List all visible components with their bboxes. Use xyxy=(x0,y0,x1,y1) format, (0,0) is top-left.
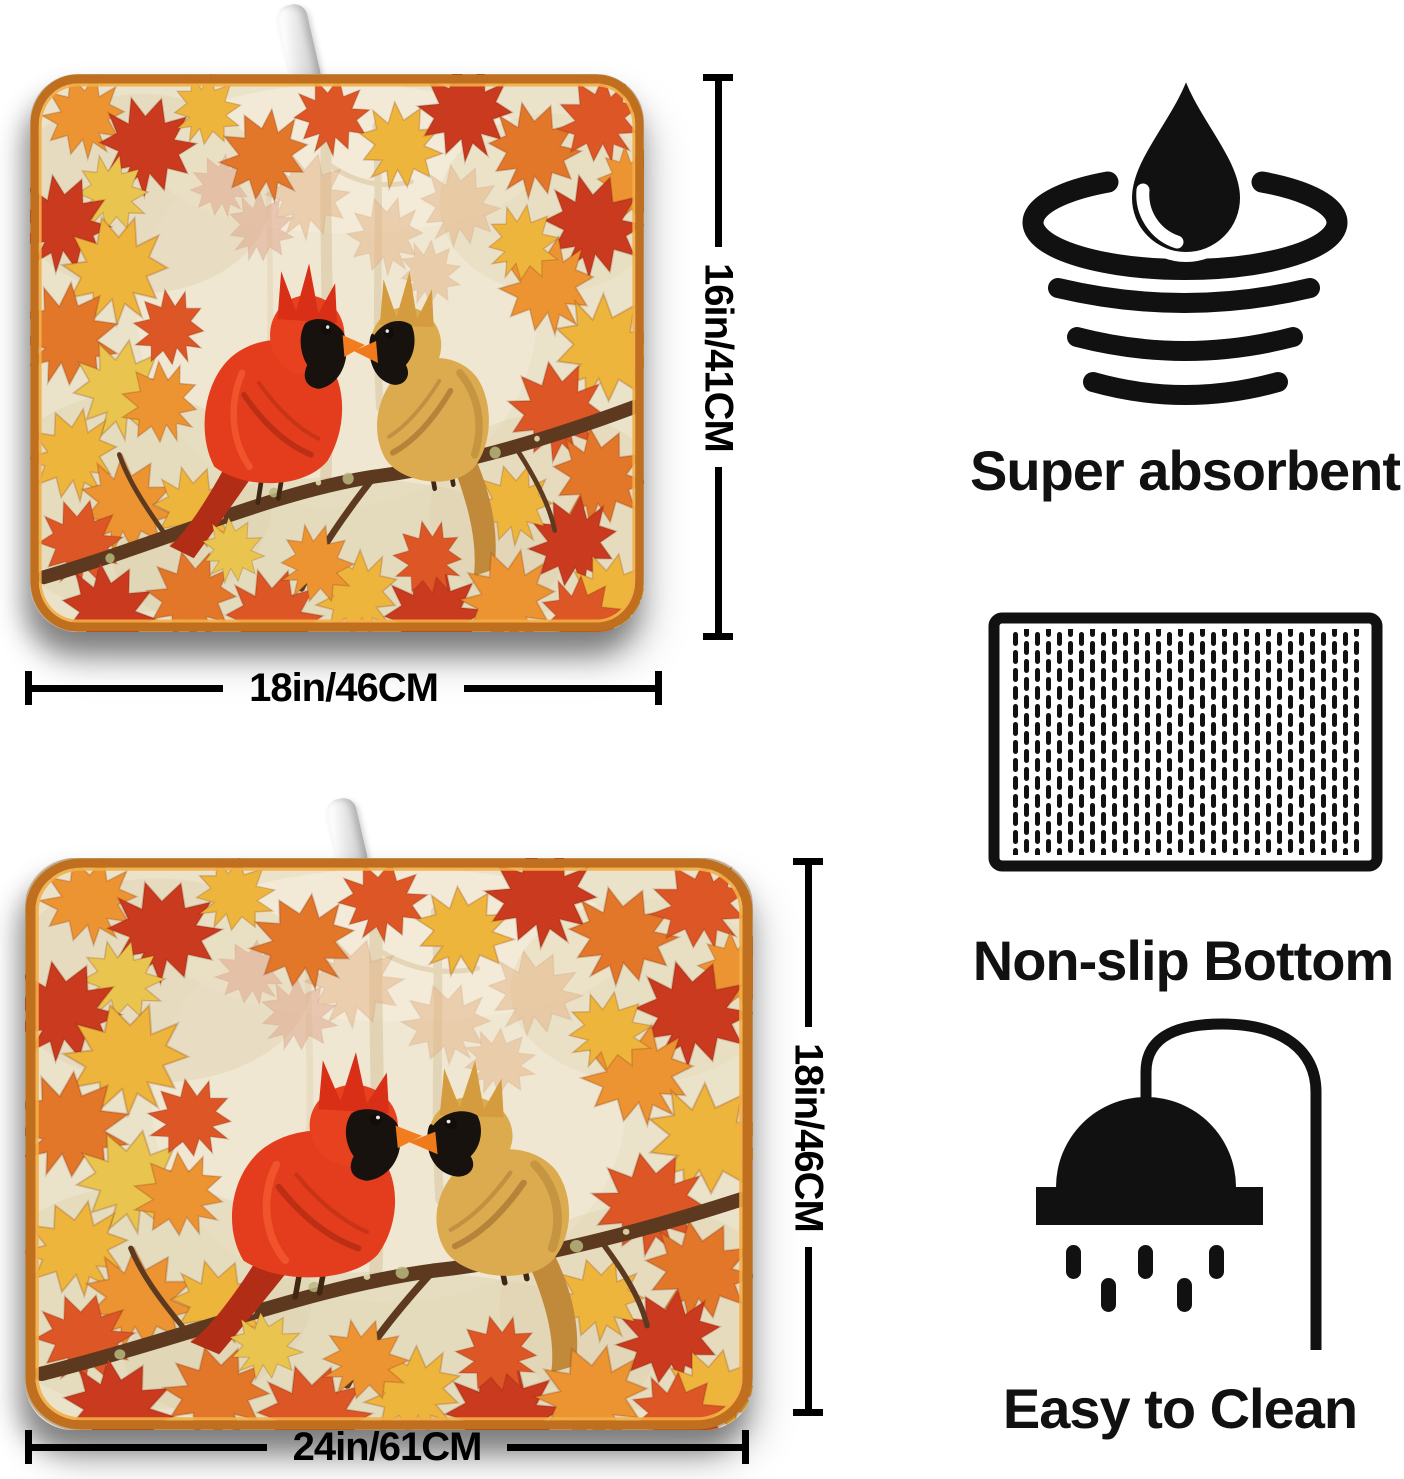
cardinal-autumn-artwork xyxy=(30,74,644,632)
dimension-line xyxy=(804,865,812,1027)
dimension-line xyxy=(32,1443,267,1451)
dimension-line xyxy=(32,684,224,692)
width-dimension-top-mat: 18in/46CM xyxy=(25,666,663,710)
dimension-line xyxy=(714,467,722,634)
dimension-cap xyxy=(703,74,733,81)
cardinal-autumn-artwork xyxy=(25,858,753,1430)
dimension-cap xyxy=(793,858,823,865)
width-dimension-label-bottom-mat: 24in/61CM xyxy=(292,1424,483,1469)
dimension-line xyxy=(714,81,722,247)
height-dimension-bottom-mat: 18in/46CM xyxy=(787,858,831,1417)
dish-drying-mat-photo-top xyxy=(30,74,644,632)
shower-head-icon xyxy=(1036,1018,1322,1350)
height-dimension-label-bottom-mat: 18in/46CM xyxy=(786,1042,831,1232)
dimension-cap xyxy=(742,1430,750,1464)
feature-label-non-slip: Non-slip Bottom xyxy=(972,929,1394,992)
height-dimension-label-top-mat: 16in/41CM xyxy=(696,262,741,452)
dimension-line xyxy=(804,1247,812,1410)
feature-label-easy-to-clean: Easy to Clean xyxy=(1002,1377,1358,1440)
water-drop-ripple-icon xyxy=(1022,52,1348,405)
dish-drying-mat-photo-bottom xyxy=(25,858,753,1430)
height-dimension-top-mat: 16in/41CM xyxy=(697,74,741,641)
dimension-cap xyxy=(655,671,663,705)
dimension-cap xyxy=(703,633,733,641)
width-dimension-label-top-mat: 18in/46CM xyxy=(249,665,439,710)
width-dimension-bottom-mat: 24in/61CM xyxy=(25,1425,750,1469)
feature-label-super-absorbent: Super absorbent xyxy=(970,439,1401,502)
non-slip-texture-icon xyxy=(988,612,1383,872)
dimension-line xyxy=(463,684,656,692)
dimension-cap xyxy=(793,1409,823,1417)
dimension-line xyxy=(507,1443,743,1451)
dimension-cap xyxy=(25,671,32,705)
dimension-cap xyxy=(25,1430,32,1464)
